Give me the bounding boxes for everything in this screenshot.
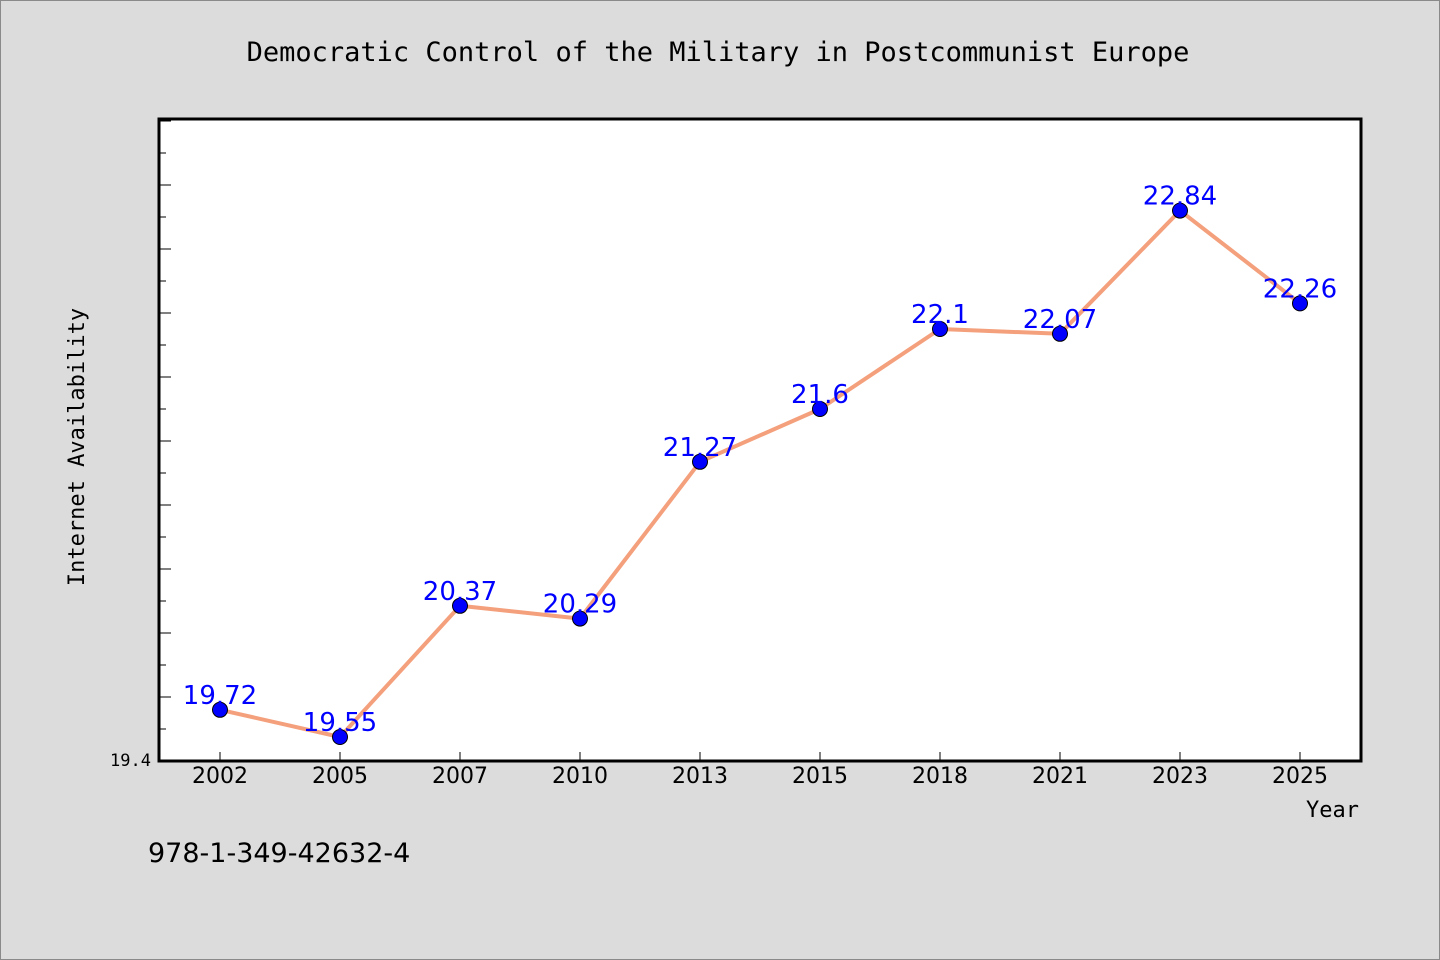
data-point xyxy=(452,597,468,614)
data-point xyxy=(1292,295,1308,312)
isbn-text: 978-1-349-42632-4 xyxy=(148,838,410,869)
series-line xyxy=(218,208,1302,739)
data-label: 22.26 xyxy=(1263,274,1337,304)
data-label: 22.84 xyxy=(1143,182,1217,212)
data-label: 21.6 xyxy=(791,380,849,410)
x-tick-label: 2007 xyxy=(432,764,488,789)
x-tick-label: 2010 xyxy=(552,764,608,789)
series-line-group xyxy=(212,202,1308,745)
data-label: 22.1 xyxy=(911,300,969,330)
x-tick-label: 2015 xyxy=(792,764,848,789)
data-point xyxy=(572,610,588,627)
data-labels-group: 19.72 19.55 20.37 20.29 21.27 21.6 22.1 22.07 22… xyxy=(183,182,1337,738)
x-tick-label: 2025 xyxy=(1272,764,1328,789)
y-axis-ticks xyxy=(159,120,171,762)
data-point xyxy=(932,321,948,337)
data-label: 20.37 xyxy=(423,577,497,607)
plot-area xyxy=(157,117,1363,763)
data-label: 22.07 xyxy=(1023,305,1097,335)
y-tick-label-min: 19.4 xyxy=(110,751,151,771)
x-tick-label: 2002 xyxy=(192,764,248,789)
x-tick-label: 2013 xyxy=(672,764,728,789)
x-tick-label: 2021 xyxy=(1032,764,1088,789)
chart-title: Democratic Control of the Military in Po… xyxy=(247,37,1190,68)
data-label: 19.55 xyxy=(303,708,377,738)
y-axis-label: Internet Availability xyxy=(65,308,90,586)
data-label: 19.72 xyxy=(183,681,257,711)
x-axis-ticks: 2002 2005 2007 2010 2013 2015 2018 2021 2023 2025 xyxy=(192,752,1328,789)
x-tick-label: 2018 xyxy=(912,764,968,789)
data-label: 20.29 xyxy=(543,590,617,620)
x-tick-label: 2023 xyxy=(1152,764,1208,789)
data-point xyxy=(212,701,228,718)
data-point xyxy=(1052,325,1068,342)
data-point xyxy=(692,453,708,470)
data-point xyxy=(812,401,828,417)
x-tick-label: 2005 xyxy=(312,764,368,789)
data-label: 21.27 xyxy=(663,433,737,463)
data-point xyxy=(1172,202,1188,219)
data-point xyxy=(332,729,348,745)
x-axis-label: Year xyxy=(1306,798,1359,823)
